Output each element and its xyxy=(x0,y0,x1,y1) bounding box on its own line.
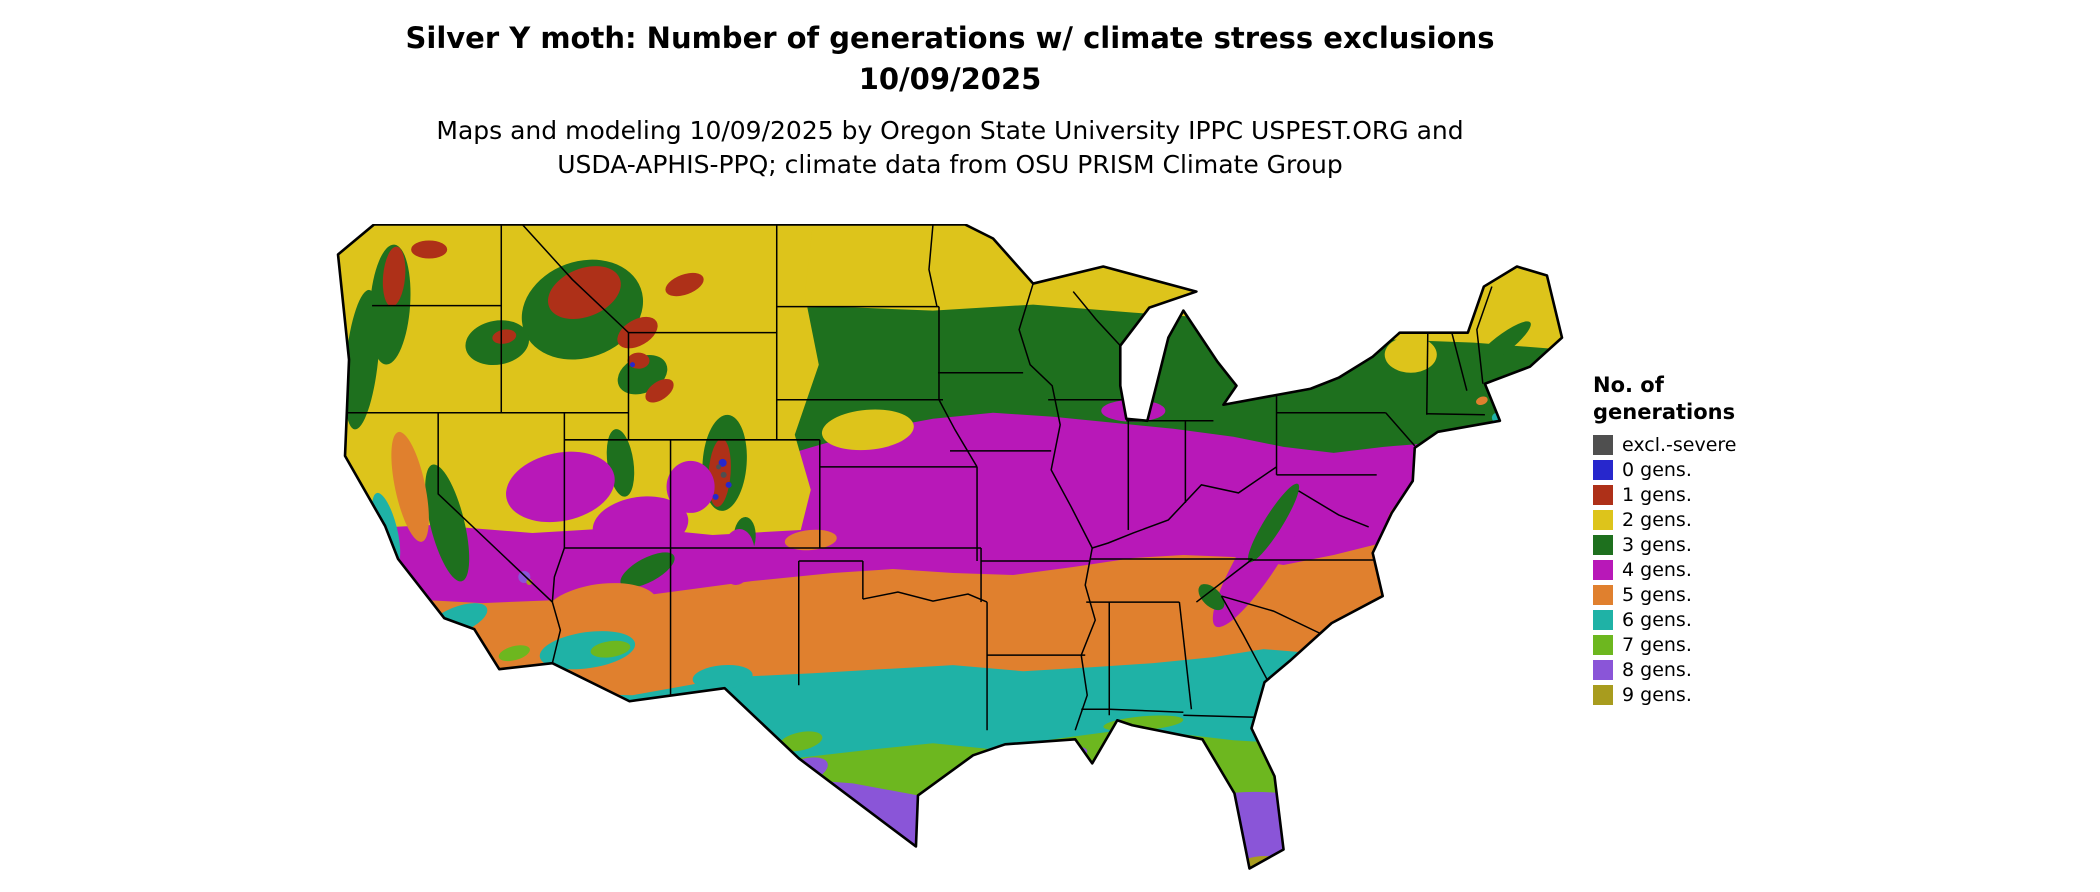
legend-item-label: 9 gens. xyxy=(1622,684,1692,706)
legend-swatch xyxy=(1593,535,1613,555)
legend-items: excl.-severe 0 gens. 1 gens. 2 gens. 3 gens.… xyxy=(1593,434,1813,706)
legend-swatch xyxy=(1593,585,1613,605)
legend-swatch xyxy=(1593,610,1613,630)
legend-item: 5 gens. xyxy=(1593,584,1813,606)
map-fills xyxy=(338,224,1562,869)
legend-item-label: 1 gens. xyxy=(1622,484,1692,506)
legend-item: 6 gens. xyxy=(1593,609,1813,631)
map-subtitle-line1: Maps and modeling 10/09/2025 by Oregon S… xyxy=(436,116,1464,145)
us-generations-map xyxy=(332,223,1564,886)
legend-swatch xyxy=(1593,685,1613,705)
legend-item: 1 gens. xyxy=(1593,484,1813,506)
legend-swatch xyxy=(1593,660,1613,680)
legend-item-label: 8 gens. xyxy=(1622,659,1692,681)
legend-item-label: 0 gens. xyxy=(1622,459,1692,481)
legend: No. of generations excl.-severe 0 gens. 1 … xyxy=(1593,372,1813,706)
legend-swatch xyxy=(1593,460,1613,480)
legend-item: 4 gens. xyxy=(1593,559,1813,581)
map-header: Silver Y moth: Number of generations w/ … xyxy=(0,18,1900,182)
legend-item: 9 gens. xyxy=(1593,684,1813,706)
map-outline xyxy=(336,223,1564,870)
legend-item-label: 3 gens. xyxy=(1622,534,1692,556)
map-title: Silver Y moth: Number of generations w/ … xyxy=(405,21,1495,55)
legend-swatch xyxy=(1593,635,1613,655)
legend-item-label: 5 gens. xyxy=(1622,584,1692,606)
legend-item: 0 gens. xyxy=(1593,459,1813,481)
legend-swatch xyxy=(1593,560,1613,580)
state-borders xyxy=(345,224,1493,731)
legend-item-label: 4 gens. xyxy=(1622,559,1692,581)
legend-title-line2: generations xyxy=(1593,400,1736,424)
legend-item-label: 6 gens. xyxy=(1622,609,1692,631)
legend-item: 2 gens. xyxy=(1593,509,1813,531)
legend-swatch xyxy=(1593,510,1613,530)
legend-item-label: 2 gens. xyxy=(1622,509,1692,531)
legend-item: 3 gens. xyxy=(1593,534,1813,556)
legend-item: excl.-severe xyxy=(1593,434,1813,456)
legend-item: 8 gens. xyxy=(1593,659,1813,681)
legend-swatch xyxy=(1593,485,1613,505)
legend-item-label: excl.-severe xyxy=(1622,434,1737,456)
map-subtitle-line2: USDA-APHIS-PPQ; climate data from OSU PR… xyxy=(557,150,1343,179)
us-map-svg xyxy=(336,223,1564,870)
legend-swatch xyxy=(1593,435,1613,455)
legend-title-line1: No. of xyxy=(1593,373,1664,397)
legend-item-label: 7 gens. xyxy=(1622,634,1692,656)
legend-item: 7 gens. xyxy=(1593,634,1813,656)
map-title-date: 10/09/2025 xyxy=(858,62,1042,96)
